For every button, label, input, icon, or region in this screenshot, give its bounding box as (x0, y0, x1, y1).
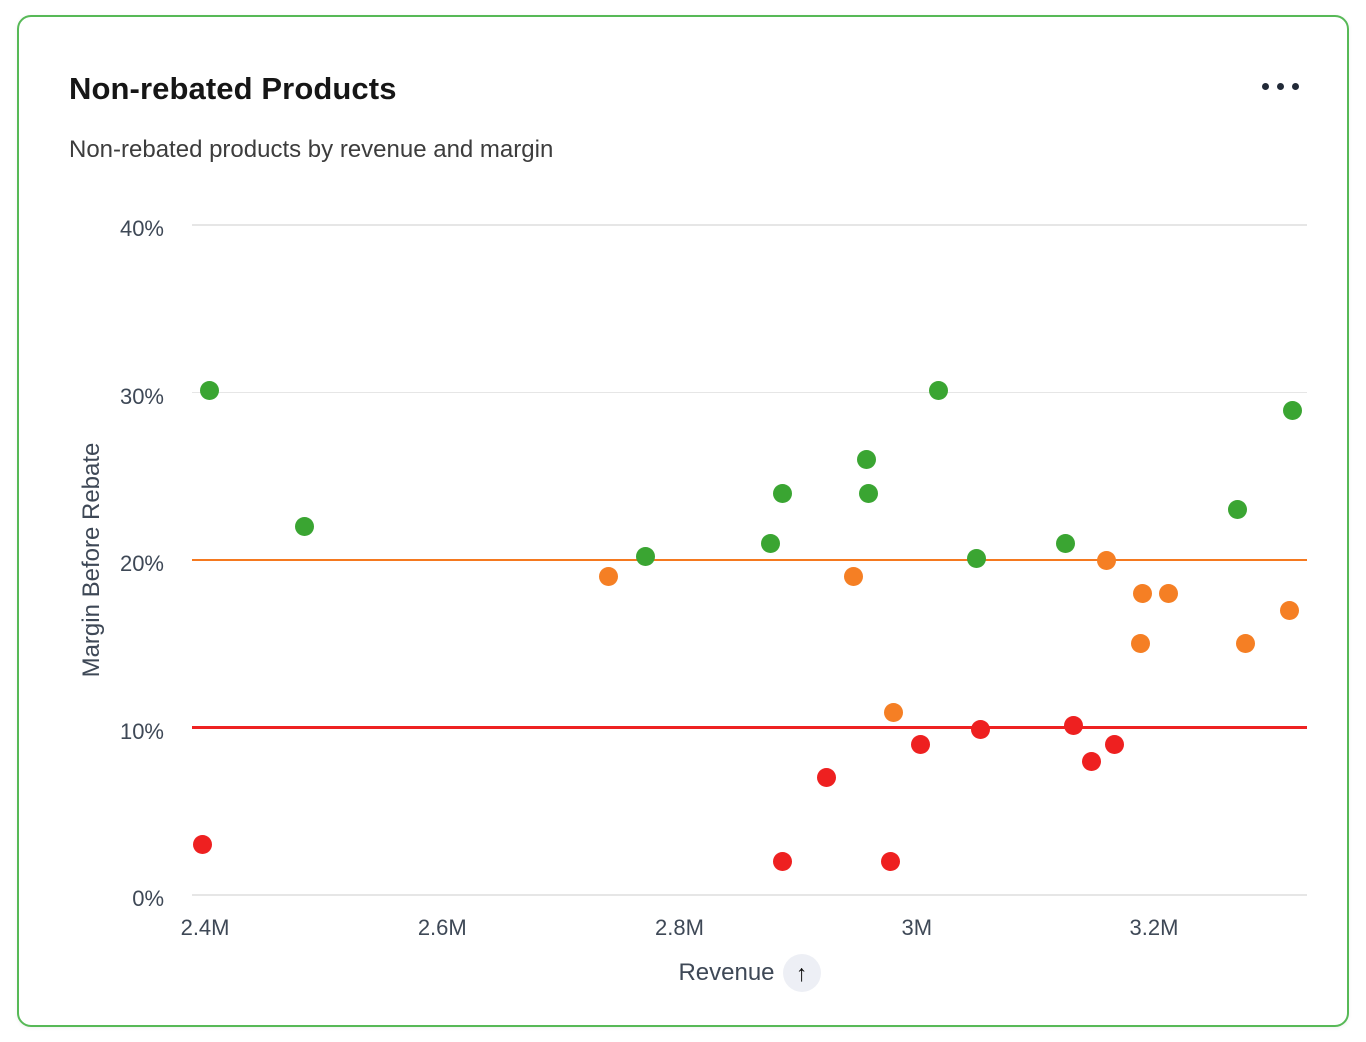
ellipsis-icon (1292, 83, 1299, 90)
ellipsis-icon (1277, 83, 1284, 90)
y-axis-tick-label: 40% (119, 216, 164, 241)
scatter-point-above-target[interactable] (857, 450, 877, 469)
scatter-point-mid-range[interactable] (883, 702, 903, 722)
scatter-plot-area: Margin Before Rebate Revenue ↑ 0% 10% 20% 3… (19, 17, 1347, 1025)
scatter-point-below-minimum[interactable] (1081, 751, 1101, 771)
scatter-point-below-minimum[interactable] (881, 852, 901, 871)
scatter-point-below-minimum[interactable] (817, 768, 837, 788)
scatter-point-above-target[interactable] (295, 517, 315, 536)
scatter-point-mid-range[interactable] (1097, 550, 1117, 570)
scatter-point-above-target[interactable] (1283, 401, 1303, 421)
scatter-point-above-target[interactable] (773, 483, 793, 503)
scatter-point-below-minimum[interactable] (971, 719, 991, 739)
x-axis-tick-label: 3M (901, 915, 933, 940)
reference-line-minimum-margin-10pct (192, 726, 1307, 729)
x-axis-tick-label: 2.4M (180, 915, 230, 940)
scatter-point-mid-range[interactable] (598, 567, 618, 587)
x-axis-title: Revenue ↑ (192, 953, 1307, 993)
x-axis-title-label: Revenue (678, 959, 775, 986)
scatter-point-mid-range[interactable] (1235, 634, 1255, 654)
x-axis-tick-label: 2.8M (655, 915, 704, 940)
scatter-point-above-target[interactable] (761, 533, 781, 553)
scatter-point-below-minimum[interactable] (1105, 734, 1125, 754)
scatter-point-above-target[interactable] (1055, 533, 1075, 553)
ellipsis-icon (1262, 83, 1269, 90)
x-axis-tick-label: 3.2M (1129, 915, 1179, 940)
scatter-point-above-target[interactable] (200, 381, 220, 401)
scatter-point-mid-range[interactable] (1132, 584, 1152, 603)
gridline (192, 391, 1307, 394)
scatter-point-above-target[interactable] (928, 381, 948, 401)
y-axis-tick-label: 30% (119, 383, 164, 409)
scatter-point-below-minimum[interactable] (773, 852, 793, 871)
more-options-button[interactable] (1254, 75, 1307, 98)
chart-subtitle: Non-rebated products by revenue and marg… (69, 136, 554, 163)
scatter-point-above-target[interactable] (966, 548, 986, 568)
scatter-point-above-target[interactable] (858, 483, 878, 503)
gridline (192, 894, 1307, 896)
arrow-up-icon: ↑ (795, 959, 808, 986)
sort-ascending-button[interactable]: ↑ (782, 954, 821, 992)
x-axis-tick-label: 2.6M (417, 915, 467, 940)
chart-card: Non-rebated Products Non-rebated product… (17, 15, 1349, 1027)
scatter-point-below-minimum[interactable] (910, 734, 930, 754)
y-axis-tick-label: 10% (119, 718, 164, 744)
scatter-point-above-target[interactable] (635, 547, 655, 567)
scatter-point-mid-range[interactable] (1279, 600, 1299, 620)
scatter-point-below-minimum[interactable] (1063, 716, 1083, 736)
scatter-point-mid-range[interactable] (844, 567, 864, 587)
y-axis-tick-label: 0% (132, 886, 164, 911)
y-axis-tick-label: 20% (119, 551, 164, 576)
scatter-point-mid-range[interactable] (1131, 634, 1151, 654)
scatter-point-below-minimum[interactable] (193, 835, 213, 855)
scatter-point-above-target[interactable] (1227, 500, 1247, 520)
page-title: Non-rebated Products (69, 71, 397, 106)
scatter-point-mid-range[interactable] (1158, 584, 1178, 603)
gridline (192, 224, 1307, 226)
reference-line-target-margin-20pct (192, 558, 1307, 562)
